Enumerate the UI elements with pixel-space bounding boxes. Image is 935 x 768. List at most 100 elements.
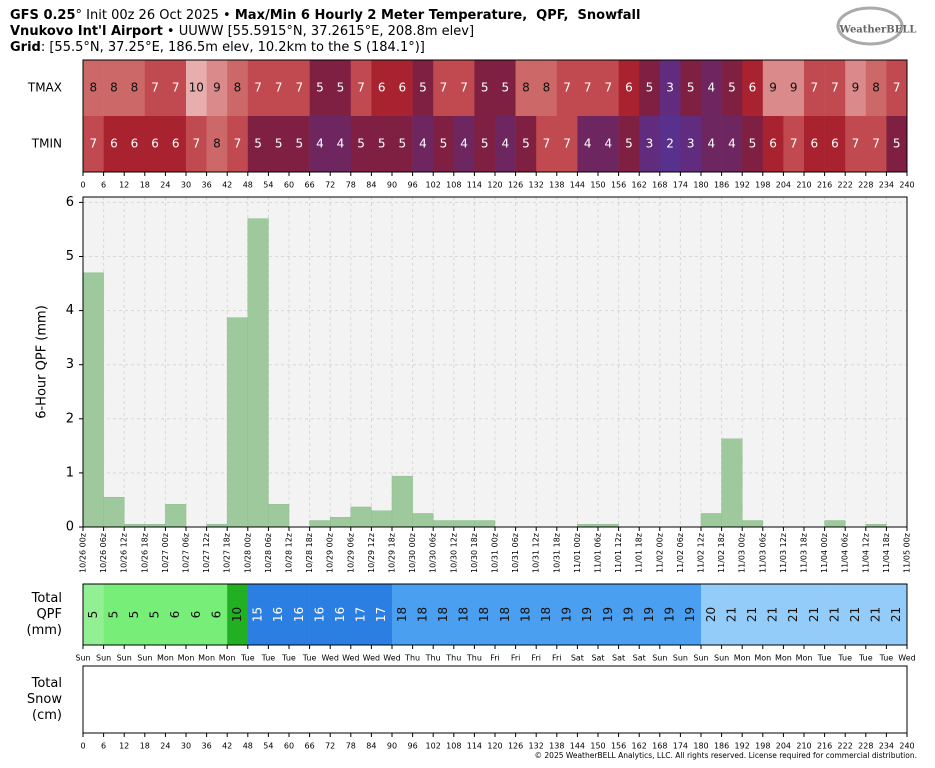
total-cell [556,584,578,645]
x-tick-label: 150 [590,181,605,190]
x-tick-label: 11/03 12z [779,533,788,573]
x-tick-label: 18 [140,181,150,190]
header-line-2: Vnukovo Int'l Airport • UUWW [55.5915°N,… [10,24,474,39]
temp-label: 5 [893,137,901,151]
bar [700,513,722,528]
x-tick-label: 162 [632,742,647,751]
temp-label: 5 [749,137,757,151]
temp-label: 3 [666,81,674,95]
x-tick-label: Tue [858,654,873,663]
station: Vnukovo Int'l Airport [10,24,163,39]
temp-cell [83,116,104,172]
total-cell [83,584,104,645]
x-tick-label: Wed [342,654,359,663]
temp-cell [227,60,249,116]
x-tick-label: 204 [776,181,791,190]
x-tick-label: Sun [652,654,667,663]
temp-cell [495,60,516,116]
x-tick-label: 11/02 18z [717,533,726,573]
total-label: 16 [312,607,326,622]
bar [741,520,764,528]
total-label: 16 [271,607,285,622]
x-tick-label: 96 [408,181,418,190]
x-tick-label: Thu [466,654,482,663]
x-tick-label: 186 [714,742,729,751]
temp-label: 7 [254,81,262,95]
temp-label: 7 [151,81,159,95]
x-tick-label: 162 [632,181,647,190]
x-tick-label: Sun [714,654,729,663]
total-label: 21 [848,607,862,622]
temp-cell [247,116,269,172]
total-cell [371,584,393,645]
y-tick-label: 5 [66,249,74,264]
temp-cell [721,116,743,172]
x-tick-label: 198 [755,742,770,751]
x-tick-label: 228 [858,742,873,751]
temp-label: 9 [769,81,777,95]
total-label: 21 [766,607,780,622]
temp-label: 8 [110,81,118,95]
temp-cell [865,116,887,172]
temp-label: 9 [852,81,860,95]
x-tick-label: 36 [202,181,212,190]
total-cell [186,584,207,645]
x-tick-label: 192 [735,181,750,190]
total-label: 18 [498,607,512,622]
temp-label: 5 [398,137,406,151]
x-tick-label: 11/04 18z [882,533,891,573]
temp-label: 5 [625,137,633,151]
total-label: 19 [642,607,656,622]
temp-label: 8 [872,81,880,95]
total-cell [453,584,475,645]
total-cell [536,584,558,645]
x-tick-label: Sat [633,654,646,663]
total-cell [330,584,352,645]
bar [391,475,413,528]
total-label: 21 [745,607,759,622]
x-tick-label: 10/28 12z [285,533,294,573]
x-tick-label: Mon [754,654,771,663]
x-tick-label: Sun [96,654,111,663]
temp-label: 5 [357,137,365,151]
total-cell [762,584,784,645]
x-tick-label: 168 [652,181,667,190]
temp-cell [577,116,599,172]
total-cell [865,584,887,645]
total-cell [247,584,269,645]
total-label: 19 [663,607,677,622]
temp-label: 4 [337,137,345,151]
temp-cell [495,116,516,172]
temp-cell [165,60,187,116]
x-tick-label: 48 [243,181,253,190]
x-tick-label: Sun [117,654,132,663]
x-tick-label: 10/26 18z [140,533,149,573]
total-cell [474,584,496,645]
temp-cell [124,116,146,172]
total-cell [886,584,908,645]
total-label: 10 [230,607,244,622]
total-cell [268,584,290,645]
x-tick-label: 90 [387,181,397,190]
y-axis-label: 6-Hour QPF (mm) [35,305,50,419]
x-tick-label: 10/30 18z [470,533,479,573]
temp-cell [515,116,537,172]
x-tick-label: Tue [281,654,296,663]
temp-label: 8 [522,81,530,95]
total-cell [701,584,722,645]
temp-cell [886,116,908,172]
x-tick-label: 78 [346,742,356,751]
x-tick-label: 12 [119,181,129,190]
temp-label: 6 [131,137,139,151]
x-tick-label: 10/27 18z [223,533,232,573]
x-tick-label: 60 [284,742,294,751]
x-tick-label: 144 [570,181,585,190]
x-tick-label: Sat [591,654,604,663]
temp-cell [474,116,496,172]
temp-label: 7 [563,137,571,151]
temp-label: 8 [234,81,242,95]
y-tick-label: 0 [66,520,74,535]
bar [453,520,475,528]
x-tick-label: 240 [899,742,914,751]
x-tick-label: 6 [101,742,106,751]
